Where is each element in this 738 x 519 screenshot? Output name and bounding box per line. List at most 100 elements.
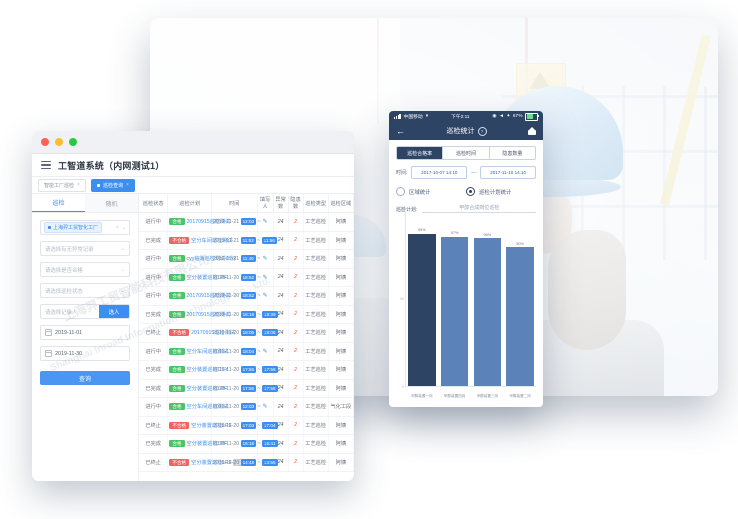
tab-close-icon[interactable]: × [77,182,80,188]
table-row[interactable]: 进行中 合格 cyy临海巡检测试计划 2019-11-21 11:49 ~ ✎ 24 2 工… [139,249,354,269]
cell-status: 已完成 [139,231,169,250]
plan-link[interactable]: 空分装置巡检LPF [186,274,228,281]
plan-link[interactable]: 空分车间巡检测试 [191,237,233,244]
plan-link[interactable]: 空分车间巡检测试 [186,404,229,411]
tab-smart-factory[interactable]: 智能工厂巡检 × [38,178,86,192]
plan-link[interactable]: 空分装置巡检LPF [191,459,232,466]
cell-plan: 合格 20170915巡检测试 [167,305,230,324]
radio-plan-stat-label: 巡检计划统计 [479,189,512,196]
cell-writer: ✎ [257,212,274,232]
writer-icon: ✎ [262,459,268,466]
plan-link[interactable]: 空分车间巡检测试 [186,348,229,355]
status-badge: 合格 [169,218,185,226]
inspection-status-select[interactable]: 请选择巡检状态 ⌄ [40,283,130,298]
plan-link[interactable]: 空分装置巡检LPF [186,441,228,448]
chart-x-tick-label: 甲醇装置四岗 [443,394,466,398]
table-row[interactable]: 进行中 合格 空分装置巡检LPF 2019-11-20 18:52 ~ ✎ 24 2 工艺巡… [139,268,354,287]
radio-plan-stat[interactable]: 巡检计划统计 [466,187,536,196]
stat-mode-radios: 区域统计 巡检计划统计 [396,187,536,196]
plan-link[interactable]: cyy临海巡检测试计划 [186,256,236,263]
subtab-inspection[interactable]: 巡检 [32,194,85,212]
table-row[interactable]: 已终止 不合格 空分装置巡检LPF 2019-11-20 17:03 ~ 17:04 ✎… [139,416,354,435]
cell-risk: 2 [288,268,304,287]
cell-time: 2019-11-20 18:04 ~ [211,342,261,361]
cell-writer: ✎ [257,249,274,269]
close-icon[interactable] [41,138,49,146]
plan-select-row: 巡检计划: 甲醇合成岗位巡检 [396,204,536,213]
abnormal-record-select[interactable]: 请选择有无异常记录 ⌄ [40,241,130,256]
cell-status: 已终止 [139,453,169,472]
mobile-segmented-tabs: 巡检合格率 巡检时间 隐患数量 [396,146,536,160]
status-badge: 合格 [169,347,185,355]
end-datetime-field[interactable]: 2017-11-10 14:10 [480,166,537,179]
back-arrow-icon[interactable]: ← [396,126,405,136]
cell-area: 阿姨 [328,416,354,435]
search-button[interactable]: 查询 [40,371,130,385]
cell-abnormal: 24 [273,397,289,417]
start-date-field[interactable]: 2019-11-01 [40,325,130,340]
help-icon[interactable]: ? [477,126,487,136]
chart-bar-group: 99% [408,211,436,386]
writer-icon: ✎ [262,219,268,226]
chevron-down-icon[interactable]: ⌄ [121,224,126,231]
maximize-icon[interactable] [69,138,77,146]
chip-dot-icon [48,226,51,229]
plan-link[interactable]: 空分装置巡检LPF [191,422,232,429]
table-row[interactable]: 进行中 合格 20170915巡检测试 2019-11-21 12:03 ~ ✎ 24 2… [139,212,354,232]
table-row[interactable]: 已完成 不合格 空分车间巡检测试 2019-11-21 11:53 ~ 11:56 ✎ 2… [139,231,354,250]
cell-plan: 合格 空分装置巡检LPF [167,268,227,287]
radio-area-stat[interactable]: 区域统计 [396,187,466,196]
chart-bar [506,247,534,386]
clear-icon[interactable]: × [115,224,119,231]
status-badge: 合格 [169,440,185,448]
start-datetime-field[interactable]: 2017-10-07 14:10 [411,166,468,179]
col-area: 巡检区域 [328,194,354,213]
table-row[interactable]: 进行中 合格 空分车间巡检测试 2019-11-20 18:04 ~ ✎ 24 2 工艺巡检… [139,342,354,361]
plan-link[interactable]: 20170915巡检测试 [186,219,231,226]
table-row[interactable]: 已完成 合格 空分装置巡检LPF 2019-11-20 16:18 ~ 16:41 ✎ 2… [139,434,354,454]
writer-icon: ✎ [262,441,268,448]
tab-pass-rate[interactable]: 巡检合格率 [397,147,444,159]
tab-hazard-count[interactable]: 隐患数量 [489,147,535,159]
status-badge: 合格 [169,273,185,281]
qualified-value: 请选择是否合格 [45,267,83,274]
mobile-status-bar: 中国移动 ▾ 下午2:11 ◉ ◄ ✦ 67% [389,111,543,122]
cell-status: 已终止 [139,323,169,343]
tab-inspection-query[interactable]: 巡检查询 × [90,178,135,192]
cell-abnormal: 24 [273,305,289,324]
table-row[interactable]: 已完成 合格 20170915巡检测试 2019-11-20 18:18 ~ 18:3… [139,305,354,324]
cell-area: 阿姨 [328,231,354,250]
cell-abnormal: 24 [273,360,289,380]
plan-link[interactable]: 空分装置巡检CSY [186,367,229,374]
table-row[interactable]: 进行中 合格 20170915巡检测试 2019-11-20 18:52 ~ ✎ 24 2… [139,286,354,306]
app-header: 工智道系统（内网测试1） [32,154,354,177]
home-icon[interactable] [528,127,536,135]
table-row[interactable]: 已终止 不合格 20170915巡检测试 2019-11-20 18:05 ~ 18:… [139,323,354,343]
menu-icon[interactable] [41,160,51,170]
minimize-icon[interactable] [55,138,63,146]
inspection-table: 巡检状态 巡检计划 时间 填写人 异常数 隐患数 巡检类型 巡检区域 进行中 合格… [139,194,354,472]
table-row[interactable]: 已完成 合格 空分装置巡检LPF 2019-11-20 17:55 ~ 17:56 ✎ 2… [139,379,354,398]
end-date-field[interactable]: 2019-11-30 [40,346,130,361]
chart-x-tick-label: 甲醇装置一岗 [411,394,433,398]
cell-plan: 合格 空分车间巡检测试 [167,397,228,417]
plan-value[interactable]: 甲醇合成岗位巡检 [422,204,536,213]
org-select[interactable]: 上海羿工贸智化工厂 × ⌄ [40,220,130,235]
tab-close-icon[interactable]: × [125,182,129,188]
table-row[interactable]: 已完成 合格 空分装置巡检CSY 2019-11-20 17:56 ~ 17:58 ✎ 2… [139,360,354,380]
select-person-button[interactable]: 选人 [99,305,129,318]
plan-link[interactable]: 空分装置巡检LPF [186,385,228,392]
cell-status: 进行中 [139,212,169,232]
table-row[interactable]: 进行中 合格 空分车间巡检测试 2019-11-20 12:03 ~ ✎ 24 2 工艺巡检… [139,397,354,417]
plan-link[interactable]: 20170915巡检测试 [186,311,231,318]
recorder-input[interactable]: 请选择记录人 [45,309,78,316]
subtab-random[interactable]: 随机 [85,194,138,212]
tab-inspection-time[interactable]: 巡检时间 [443,147,490,159]
plan-link[interactable]: 20170915巡检测试 [186,293,231,300]
org-chip[interactable]: 上海羿工贸智化工厂 [44,222,103,233]
qualified-select[interactable]: 请选择是否合格 ⌄ [40,262,130,277]
table-body: 进行中 合格 20170915巡检测试 2019-11-21 12:03 ~ ✎ 24 2… [139,212,354,472]
status-badge: 合格 [169,366,185,374]
content-area: 巡检 随机 上海羿工贸智化工厂 × ⌄ [32,194,354,481]
